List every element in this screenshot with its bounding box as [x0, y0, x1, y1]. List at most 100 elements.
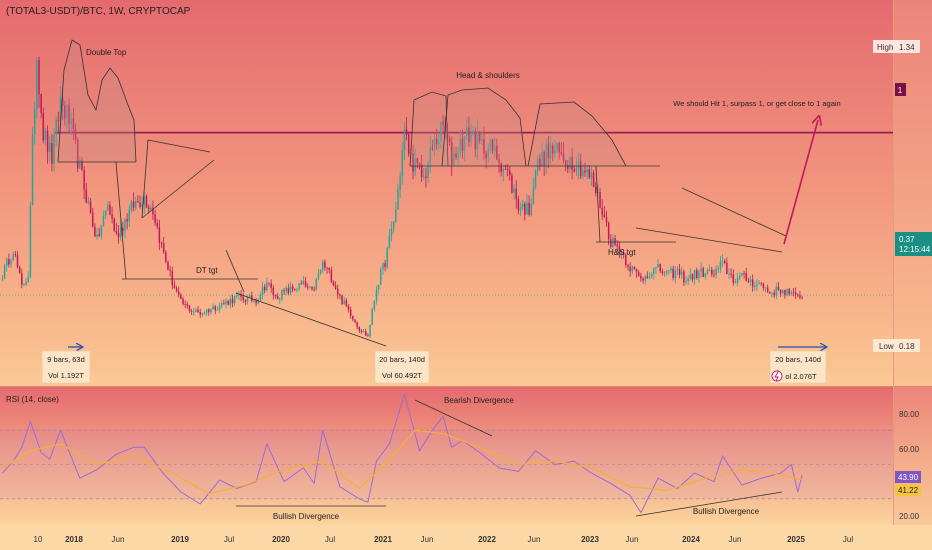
candle-body-166	[358, 326, 361, 331]
candle-body-301	[648, 276, 651, 278]
candle-body-146	[315, 278, 318, 290]
candle-body-260	[560, 152, 563, 154]
rsi-axis[interactable]: 80.00 60.00 20.00 43.90 41.22	[895, 410, 921, 521]
rsi-layer	[2, 393, 803, 514]
measure-box-1[interactable]: 9 bars, 63d Vol 1.192T	[41, 347, 91, 384]
candle-body-14	[31, 134, 34, 206]
dt-target-drop[interactable]	[225, 249, 245, 293]
triangle-lower[interactable]	[141, 159, 215, 219]
bullish-divergence-line-2[interactable]	[635, 491, 783, 517]
low-label: Low	[879, 342, 894, 351]
bullish-divergence-label-2: Bullish Divergence	[693, 507, 760, 516]
candle-body-21	[46, 130, 49, 152]
candle-body-136	[294, 289, 296, 291]
rsi-divergence-lines[interactable]	[236, 399, 783, 517]
candle-body-199	[429, 147, 431, 163]
triangle-left[interactable]	[141, 139, 149, 219]
hs-target-label: H&S tgt	[608, 248, 636, 257]
measure-box-2-bg	[374, 350, 430, 384]
main-pane-background	[0, 0, 932, 386]
chart-title[interactable]: (TOTAL3-USDT)/BTC, 1W, CRYPTOCAP	[6, 6, 191, 17]
rsi-title[interactable]: RSI (14, close)	[6, 395, 59, 404]
candle-body-24	[53, 134, 55, 164]
candle-body-110	[238, 294, 240, 296]
pattern-drawings[interactable]	[57, 39, 787, 347]
hs-left-shoulder[interactable]	[409, 91, 449, 167]
double-top-outline[interactable]	[57, 39, 137, 163]
measure-box-2-bars: 20 bars, 140d	[379, 355, 425, 364]
candle-body-118	[255, 300, 257, 304]
candle-body-331	[713, 274, 715, 276]
candle-body-51	[111, 214, 113, 219]
time-axis[interactable]: 10 2018 Jun 2019 Jul 2020 Jul 2021 Jun 2022 Jun 202…	[34, 535, 854, 544]
target-note: We should Hit 1, surpass 1, or get close…	[673, 99, 840, 108]
candle-body-147	[317, 273, 320, 279]
measure-box-2-vol: Vol 60.492T	[382, 371, 422, 380]
candle-body-28	[61, 98, 64, 106]
candle-body-49	[107, 204, 109, 211]
candle-body-63	[137, 201, 139, 203]
candle-body-191	[412, 153, 414, 172]
dt-drop-line[interactable]	[115, 161, 127, 280]
candle-body-354	[762, 283, 765, 288]
candle-body-175	[377, 284, 380, 290]
candle-body-361	[777, 286, 780, 290]
hs-right-shoulder[interactable]	[527, 101, 627, 167]
candle-body-111	[240, 294, 242, 297]
candle-body-245	[528, 202, 530, 215]
candle-body-218	[470, 133, 472, 142]
candle-body-35	[76, 139, 79, 169]
candle-body-253	[545, 143, 548, 167]
measure-box-1-vol: Vol 1.192T	[48, 371, 84, 380]
candle-body-344	[741, 273, 743, 276]
candle-body-134	[289, 286, 292, 294]
candle-body-132	[285, 288, 287, 291]
candle-body-18	[40, 94, 42, 113]
candle-body-263	[567, 165, 569, 169]
candle-body-349	[751, 279, 754, 287]
candle-body-246	[530, 203, 533, 215]
hs-drop-line[interactable]	[595, 165, 601, 243]
descent-line[interactable]	[235, 292, 387, 347]
measure-box-2[interactable]: 20 bars, 140d Vol 60.492T	[374, 350, 430, 384]
candle-body-20	[44, 130, 47, 141]
candle-body-244	[526, 202, 528, 215]
lightning-icon[interactable]	[771, 370, 783, 382]
candle-body-113	[244, 299, 247, 302]
candle-body-36	[79, 160, 81, 169]
wedge-lower[interactable]	[635, 227, 783, 253]
projection-arrow[interactable]	[783, 120, 818, 245]
candle-body-125	[270, 283, 272, 288]
price-axis[interactable]: High 1.34 1 0.37 12:15:44 Low 0.18	[873, 40, 932, 352]
candle-body-76	[165, 252, 167, 262]
candle-body-163	[352, 315, 354, 320]
candle-body-275	[592, 172, 595, 187]
rsi-tick-20: 20.00	[899, 512, 920, 521]
candle-body-78	[169, 270, 171, 271]
candle-body-74	[160, 242, 163, 244]
candle-body-55	[119, 227, 122, 238]
candle-body-120	[259, 294, 262, 300]
candle-body-2	[6, 259, 8, 266]
hs-head[interactable]	[441, 87, 527, 167]
wedge-upper[interactable]	[681, 187, 787, 237]
candle-body-290	[625, 254, 627, 265]
candle-body-168	[362, 331, 365, 333]
candle-body-183	[395, 209, 397, 222]
candle-body-367	[790, 292, 793, 294]
candle-body-351	[756, 284, 758, 287]
candle-body-359	[773, 292, 775, 296]
measure-box-3[interactable]: 20 bars, 140d ol 2.076T	[769, 347, 826, 384]
candle-body-294	[633, 266, 636, 269]
candle-body-58	[126, 219, 128, 222]
bearish-divergence-line[interactable]	[414, 399, 493, 437]
candle-body-93	[201, 313, 204, 315]
candle-body-332	[715, 268, 717, 275]
time-tick-15: 2025	[787, 535, 805, 544]
triangle-upper[interactable]	[147, 139, 211, 153]
candle-body-104	[225, 301, 227, 304]
candle-body-254	[547, 143, 550, 159]
rsi-tick-80: 80.00	[899, 410, 920, 419]
candle-body-364	[784, 289, 786, 296]
